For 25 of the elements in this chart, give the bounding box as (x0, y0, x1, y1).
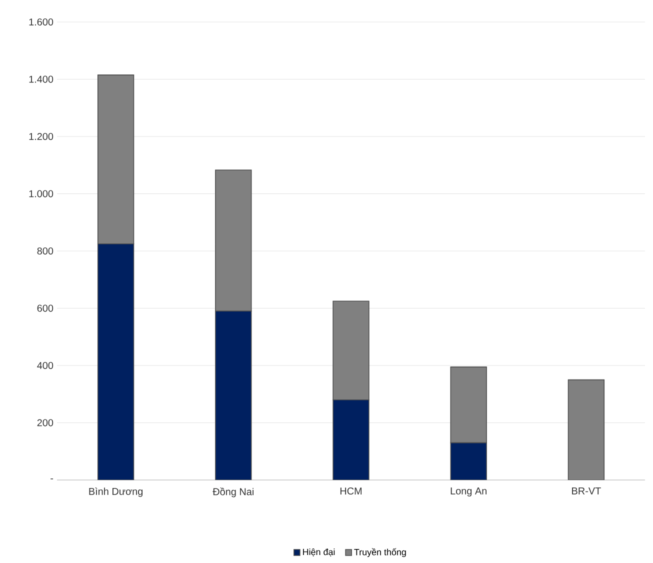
x-tick-label: BR-VT (572, 488, 601, 494)
y-tick-label: 200 (37, 419, 54, 426)
x-tick-label: Bình Dương (89, 488, 143, 497)
bar (450, 366, 487, 444)
y-tick-label: 400 (37, 362, 54, 370)
y-tick-label: 800 (37, 247, 54, 255)
x-tick-label: Đồng Nai (212, 488, 254, 498)
bar (568, 379, 605, 480)
y-tick-label: - (50, 478, 54, 480)
bar (332, 399, 370, 480)
y-tick-label: 1.200 (29, 132, 54, 140)
bar (450, 442, 487, 480)
y-tick-label: 600 (37, 304, 54, 312)
x-tick-label: Long An (450, 488, 486, 496)
y-tick-label: 1.400 (29, 76, 54, 83)
bar (215, 310, 252, 480)
bar (215, 170, 252, 312)
legend-label: Truyền thống (354, 548, 406, 558)
bar (97, 74, 134, 244)
y-tick-label: 1.000 (29, 190, 54, 198)
legend-label: Hiện đại (303, 548, 335, 556)
x-tick-label: HCM (340, 488, 362, 495)
bar (332, 300, 370, 400)
y-tick-label: 1.600 (29, 18, 54, 26)
bar (97, 243, 134, 480)
